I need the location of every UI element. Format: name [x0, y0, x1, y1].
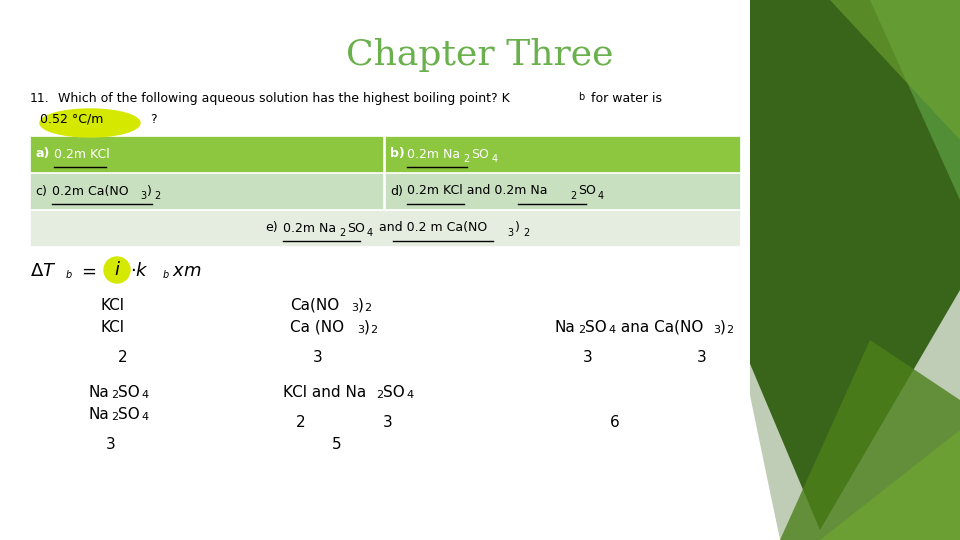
Text: 0.52 °C/m: 0.52 °C/m	[40, 113, 104, 126]
Text: 2: 2	[118, 350, 128, 365]
Text: Na: Na	[88, 385, 108, 400]
Text: KCl: KCl	[100, 298, 124, 313]
Text: 3: 3	[507, 228, 514, 238]
Text: Na: Na	[555, 320, 576, 335]
Text: 2: 2	[726, 325, 733, 335]
Text: 3: 3	[313, 350, 323, 365]
Text: Chapter Three: Chapter Three	[347, 38, 613, 72]
Text: 2: 2	[296, 415, 305, 430]
Text: 2: 2	[463, 154, 469, 164]
Text: Ca(NO: Ca(NO	[290, 298, 339, 313]
Text: $\cdot k$: $\cdot k$	[130, 262, 149, 280]
Text: and 0.2 m Ca(NO: and 0.2 m Ca(NO	[375, 221, 488, 234]
Text: 2: 2	[370, 325, 377, 335]
Polygon shape	[0, 0, 780, 540]
Text: 4: 4	[608, 325, 615, 335]
Text: 3: 3	[357, 325, 364, 335]
Text: 4: 4	[141, 412, 148, 422]
Text: 2: 2	[154, 191, 160, 201]
Text: 2: 2	[523, 228, 529, 238]
Text: Which of the following aqueous solution has the highest boiling point? K: Which of the following aqueous solution …	[58, 92, 510, 105]
Text: SO: SO	[471, 147, 489, 160]
Text: 2: 2	[339, 228, 346, 238]
Text: $\Delta T$: $\Delta T$	[30, 262, 57, 280]
Text: 3: 3	[140, 191, 146, 201]
Text: $_b$: $_b$	[65, 267, 73, 281]
Text: ): )	[147, 185, 152, 198]
Text: 3: 3	[697, 350, 707, 365]
Text: SO: SO	[585, 320, 607, 335]
Text: KCl: KCl	[100, 320, 124, 335]
Bar	[385, 136, 740, 172]
Text: ana Ca(NO: ana Ca(NO	[616, 320, 704, 335]
Text: 6: 6	[610, 415, 620, 430]
Text: Ca (NO: Ca (NO	[290, 320, 344, 335]
Text: 3: 3	[713, 325, 720, 335]
Text: 2: 2	[578, 325, 586, 335]
Text: 4: 4	[492, 154, 498, 164]
Text: ): )	[358, 298, 364, 313]
Text: 5: 5	[332, 437, 342, 452]
Text: b): b)	[390, 147, 405, 160]
Text: ): )	[515, 221, 520, 234]
Bar	[30, 136, 383, 172]
Text: 2: 2	[364, 303, 372, 313]
Text: 4: 4	[141, 390, 148, 400]
Text: ): )	[364, 320, 370, 335]
Text: 3: 3	[383, 415, 393, 430]
Text: 0.2m Na: 0.2m Na	[283, 221, 336, 234]
Text: SO: SO	[578, 185, 596, 198]
Text: 3: 3	[106, 437, 116, 452]
Text: $= $: $= $	[78, 262, 97, 280]
Text: SO: SO	[118, 385, 140, 400]
Text: c): c)	[35, 185, 47, 198]
Text: ?: ?	[150, 113, 156, 126]
Text: a): a)	[35, 147, 49, 160]
Text: 2: 2	[111, 412, 118, 422]
Text: 2: 2	[570, 191, 576, 201]
Text: ): )	[720, 320, 726, 335]
Text: $xm$: $xm$	[172, 262, 202, 280]
Text: 3: 3	[583, 350, 592, 365]
Ellipse shape	[104, 257, 130, 283]
Text: SO: SO	[347, 221, 365, 234]
Polygon shape	[780, 340, 960, 540]
Text: for water is: for water is	[587, 92, 662, 105]
Text: e): e)	[265, 221, 277, 234]
Polygon shape	[820, 430, 960, 540]
Text: b: b	[578, 92, 585, 102]
Polygon shape	[700, 0, 960, 140]
Text: 0.2m Ca(NO: 0.2m Ca(NO	[52, 185, 129, 198]
Text: Na: Na	[88, 407, 108, 422]
Text: 11.: 11.	[30, 92, 50, 105]
Text: 4: 4	[406, 390, 413, 400]
Bar	[385, 173, 740, 209]
Polygon shape	[668, 0, 960, 530]
Text: $i$: $i$	[113, 261, 120, 279]
Text: SO: SO	[383, 385, 405, 400]
Bar	[30, 210, 740, 246]
Polygon shape	[0, 0, 750, 540]
Bar	[30, 173, 383, 209]
Text: 4: 4	[598, 191, 604, 201]
Text: 0.2m KCl and 0.2m Na: 0.2m KCl and 0.2m Na	[407, 185, 547, 198]
Polygon shape	[740, 0, 960, 200]
Text: 3: 3	[351, 303, 358, 313]
Text: d): d)	[390, 185, 403, 198]
Polygon shape	[668, 0, 960, 540]
Text: 4: 4	[367, 228, 373, 238]
Text: 2: 2	[376, 390, 383, 400]
Text: 0.2m KCl: 0.2m KCl	[54, 147, 109, 160]
Text: $_b$: $_b$	[162, 267, 170, 281]
Text: 2: 2	[111, 390, 118, 400]
Text: SO: SO	[118, 407, 140, 422]
Text: KCl and Na: KCl and Na	[283, 385, 367, 400]
Text: 0.2m Na: 0.2m Na	[407, 147, 460, 160]
Ellipse shape	[40, 109, 140, 137]
